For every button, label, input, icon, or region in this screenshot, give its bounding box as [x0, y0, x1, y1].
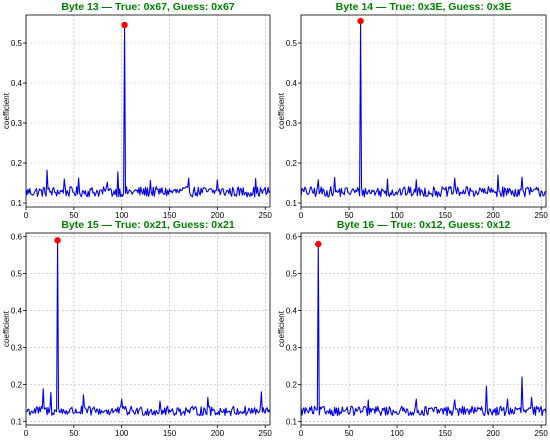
x-tick-label: 0	[24, 211, 29, 220]
y-tick-label: 0.4	[11, 307, 23, 316]
y-axis-label: coefficient	[2, 310, 11, 347]
y-tick-label: 0.6	[11, 233, 23, 242]
coefficient-series-line	[25, 239, 271, 417]
chart-panel-2: 0 50 100 150 200 250 0.1 0.2 0.3 0.4 0.5 coefficien…	[277, 1, 548, 220]
peak-marker	[357, 17, 364, 25]
y-tick-label: 0.5	[286, 39, 298, 48]
x-tick-label: 100	[390, 211, 404, 220]
y-tick-label: 0.2	[11, 380, 23, 389]
x-tick-label: 0	[299, 211, 304, 220]
chart-panel-4: 0 50 100 150 200 250 0.1 0.2 0.3 0.4 0.5 0.6 coeffic…	[277, 219, 548, 438]
y-tick-label: 0.5	[11, 270, 23, 279]
chart-title: Byte 15 — True: 0x21, Guess: 0x21	[61, 219, 235, 231]
y-tick-label: 0.2	[286, 159, 298, 168]
x-tick-label: 250	[535, 429, 549, 438]
y-tick-label: 0.5	[11, 39, 23, 48]
y-axis-label: coefficient	[2, 92, 11, 129]
x-tick-label: 200	[211, 429, 225, 438]
y-tick-label: 0.4	[11, 79, 23, 88]
y-tick-label: 0.1	[11, 417, 23, 426]
peak-marker	[315, 240, 322, 248]
y-tick-label: 0.3	[286, 343, 298, 352]
y-tick-label: 0.1	[11, 199, 23, 208]
x-tick-label: 250	[259, 429, 273, 438]
y-tick-label: 0.2	[286, 380, 298, 389]
x-tick-label: 50	[345, 429, 354, 438]
y-tick-label: 0.1	[286, 199, 298, 208]
y-tick-label: 0.1	[286, 417, 298, 426]
chart-title: Byte 16 — True: 0x12, Guess: 0x12	[337, 219, 511, 231]
coefficient-series-line	[25, 24, 271, 198]
x-tick-label: 150	[438, 211, 452, 220]
x-tick-label: 250	[535, 211, 549, 220]
y-tick-label: 0.3	[11, 119, 23, 128]
axes-frame	[25, 14, 271, 208]
x-tick-label: 250	[259, 211, 273, 220]
x-tick-label: 150	[438, 429, 452, 438]
axes-frame	[25, 232, 271, 426]
y-tick-label: 0.3	[286, 119, 298, 128]
axes-frame	[300, 14, 547, 208]
coefficient-series-line	[300, 20, 547, 198]
x-tick-label: 150	[163, 211, 177, 220]
chart-title: Byte 13 — True: 0x67, Guess: 0x67	[61, 1, 235, 13]
x-tick-label: 50	[345, 211, 354, 220]
x-tick-label: 200	[211, 211, 225, 220]
x-tick-label: 100	[390, 429, 404, 438]
coefficient-series-line	[300, 243, 547, 417]
chart-panel-1: 0 50 100 150 200 250 0.1 0.2 0.3 0.4 0.5 coefficien…	[2, 1, 272, 220]
y-tick-label: 0.4	[286, 307, 298, 316]
y-tick-label: 0.3	[11, 343, 23, 352]
x-tick-label: 150	[163, 429, 177, 438]
axes-frame	[300, 232, 547, 426]
chart-title: Byte 14 — True: 0x3E, Guess: 0x3E	[336, 1, 512, 13]
x-tick-label: 0	[299, 429, 304, 438]
x-tick-label: 0	[24, 429, 29, 438]
x-tick-label: 100	[115, 429, 129, 438]
y-axis-label: coefficient	[277, 92, 286, 129]
y-tick-label: 0.2	[11, 159, 23, 168]
x-tick-label: 200	[486, 429, 500, 438]
y-tick-label: 0.4	[286, 79, 298, 88]
x-tick-label: 50	[69, 211, 78, 220]
x-tick-label: 100	[115, 211, 129, 220]
peak-marker	[54, 237, 61, 244]
y-tick-label: 0.5	[286, 270, 298, 279]
peak-marker	[121, 21, 128, 29]
y-axis-label: coefficient	[277, 310, 286, 347]
x-tick-label: 50	[69, 429, 78, 438]
x-tick-label: 200	[486, 211, 500, 220]
y-tick-label: 0.6	[286, 233, 298, 242]
chart-panel-3: 0 50 100 150 200 250 0.1 0.2 0.3 0.4 0.5 0.6 coeffic…	[2, 219, 272, 438]
